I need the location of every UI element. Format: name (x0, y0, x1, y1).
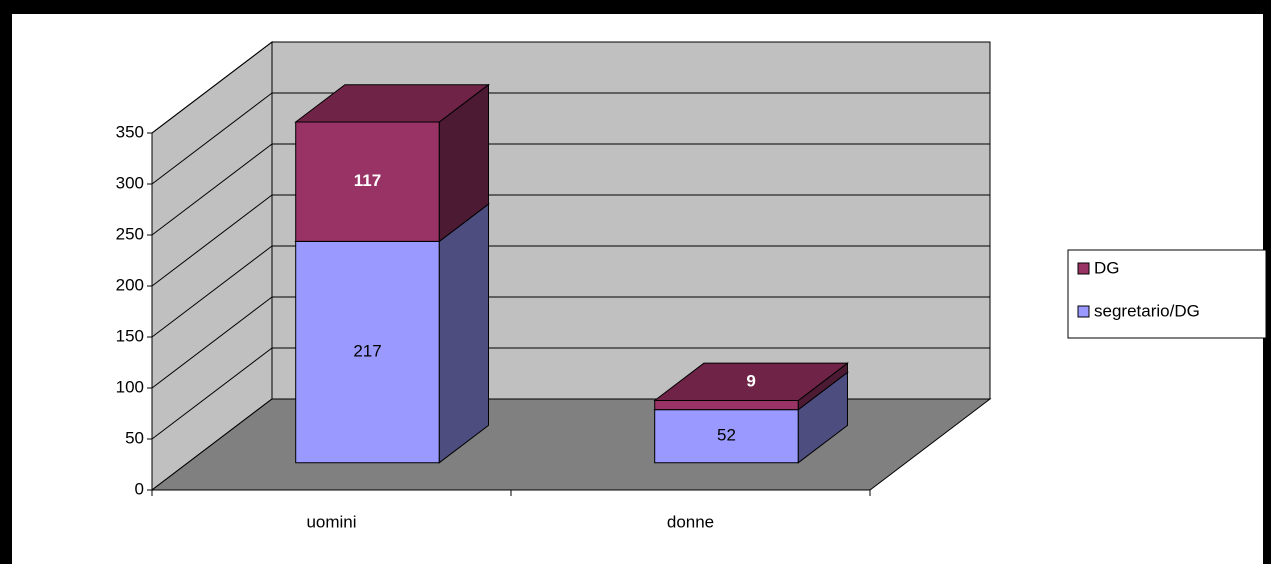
y-tick-label: 350 (116, 122, 144, 141)
grid-line (151, 143, 273, 236)
grid-line (151, 245, 273, 338)
legend (1067, 249, 1267, 339)
grid-line (151, 347, 273, 440)
x-tick-label: donne (667, 512, 714, 531)
bar-side (438, 203, 489, 464)
data-label: 9 (746, 371, 755, 390)
legend-label: DG (1094, 258, 1120, 277)
floor (150, 398, 992, 491)
y-tick-label: 300 (116, 173, 144, 192)
legend-swatch (1077, 305, 1090, 318)
data-label: 52 (717, 426, 736, 445)
y-tick-label: 0 (135, 479, 144, 498)
grid-line (151, 194, 273, 287)
legend-swatch (1077, 262, 1090, 275)
data-label: 117 (354, 171, 381, 190)
bar-top (653, 362, 849, 401)
bar-front (654, 399, 799, 411)
grid-line (151, 296, 273, 389)
legend-label: segretario/DG (1094, 301, 1200, 320)
y-tick-label: 150 (116, 326, 144, 345)
y-tick-label: 100 (116, 377, 144, 396)
y-tick-label: 50 (125, 428, 144, 447)
frame-top (0, 0, 1271, 14)
bar-top (294, 84, 490, 123)
grid-line (151, 92, 273, 185)
y-tick-label: 250 (116, 224, 144, 243)
x-tick-label: uomini (306, 512, 356, 531)
grid-line (151, 41, 273, 134)
frame-right (1263, 0, 1271, 564)
y-tick-label: 200 (116, 275, 144, 294)
frame-left (0, 0, 12, 564)
data-label: 217 (353, 342, 381, 361)
